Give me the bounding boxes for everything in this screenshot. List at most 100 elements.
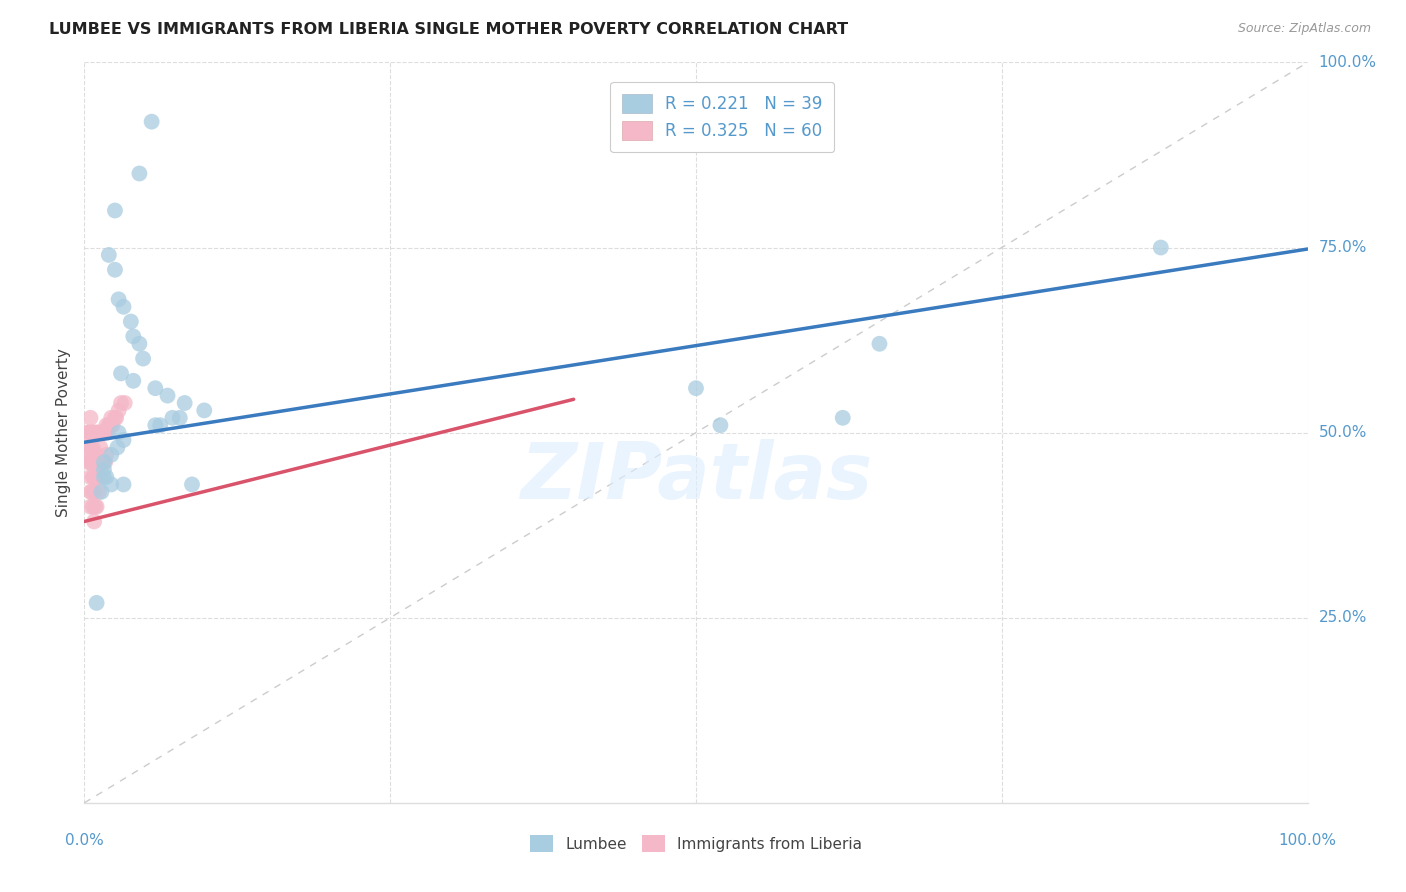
Text: 100.0%: 100.0% xyxy=(1278,833,1337,848)
Point xyxy=(100,410,122,425)
Point xyxy=(89,425,111,440)
Point xyxy=(86,425,108,440)
Point xyxy=(105,410,128,425)
Point xyxy=(104,410,127,425)
Text: ZIPatlas: ZIPatlas xyxy=(520,439,872,515)
Point xyxy=(1150,240,1173,255)
Point xyxy=(114,396,136,410)
Point xyxy=(83,448,105,462)
Point xyxy=(77,448,100,462)
Point xyxy=(79,500,101,514)
Legend: Lumbee, Immigrants from Liberia: Lumbee, Immigrants from Liberia xyxy=(524,830,868,858)
Point xyxy=(169,410,191,425)
Point xyxy=(93,455,115,469)
Point xyxy=(79,470,101,484)
Point xyxy=(100,448,122,462)
Point xyxy=(79,410,101,425)
Point xyxy=(128,166,150,180)
Point xyxy=(79,441,101,455)
Point xyxy=(97,418,120,433)
Point xyxy=(82,425,104,440)
Point xyxy=(90,484,112,499)
Point xyxy=(156,388,179,402)
Point xyxy=(181,477,204,491)
Point xyxy=(193,403,215,417)
Point xyxy=(83,484,105,499)
Point xyxy=(90,455,112,469)
Text: 75.0%: 75.0% xyxy=(1319,240,1367,255)
Point xyxy=(84,470,107,484)
Point xyxy=(709,418,731,433)
Point xyxy=(86,470,108,484)
Text: 25.0%: 25.0% xyxy=(1319,610,1367,625)
Point xyxy=(93,470,115,484)
Point xyxy=(76,425,98,440)
Point xyxy=(94,425,117,440)
Point xyxy=(162,410,184,425)
Point xyxy=(93,455,115,469)
Y-axis label: Single Mother Poverty: Single Mother Poverty xyxy=(56,348,72,517)
Text: Source: ZipAtlas.com: Source: ZipAtlas.com xyxy=(1237,22,1371,36)
Point xyxy=(80,455,103,469)
Point xyxy=(83,425,105,440)
Point xyxy=(132,351,155,366)
Point xyxy=(82,441,104,455)
Point xyxy=(110,396,132,410)
Point xyxy=(89,470,111,484)
Point xyxy=(87,425,110,440)
Point xyxy=(107,403,129,417)
Text: 100.0%: 100.0% xyxy=(1319,55,1376,70)
Text: LUMBEE VS IMMIGRANTS FROM LIBERIA SINGLE MOTHER POVERTY CORRELATION CHART: LUMBEE VS IMMIGRANTS FROM LIBERIA SINGLE… xyxy=(49,22,848,37)
Point xyxy=(128,336,150,351)
Point xyxy=(86,596,108,610)
Point xyxy=(87,484,110,499)
Point xyxy=(831,410,853,425)
Point xyxy=(141,114,163,128)
Point xyxy=(83,470,105,484)
Point xyxy=(79,455,101,469)
Point xyxy=(82,470,104,484)
Point xyxy=(79,484,101,499)
Point xyxy=(869,336,891,351)
Point xyxy=(96,448,118,462)
Point xyxy=(80,425,103,440)
Point xyxy=(86,448,108,462)
Point xyxy=(149,418,172,433)
Point xyxy=(87,455,110,469)
Point xyxy=(173,396,195,410)
Point xyxy=(685,381,707,395)
Point xyxy=(112,477,135,491)
Point xyxy=(107,425,129,440)
Point xyxy=(143,418,166,433)
Point xyxy=(91,455,114,469)
Point xyxy=(96,470,118,484)
Point xyxy=(122,329,145,343)
Point xyxy=(87,455,110,469)
Point xyxy=(86,500,108,514)
Point xyxy=(79,425,101,440)
Point xyxy=(105,441,128,455)
Point xyxy=(122,374,145,388)
Point xyxy=(77,425,100,440)
Point xyxy=(80,484,103,499)
Point xyxy=(94,455,117,469)
Point xyxy=(101,418,124,433)
Point xyxy=(91,425,114,440)
Point xyxy=(89,441,111,455)
Point xyxy=(104,203,127,218)
Point xyxy=(98,418,121,433)
Point xyxy=(84,455,107,469)
Point xyxy=(143,381,166,395)
Point xyxy=(104,262,127,277)
Point xyxy=(82,500,104,514)
Text: 0.0%: 0.0% xyxy=(65,833,104,848)
Point xyxy=(90,425,112,440)
Point xyxy=(93,462,115,476)
Point xyxy=(110,367,132,381)
Point xyxy=(112,433,135,447)
Point xyxy=(87,425,110,440)
Point xyxy=(77,441,100,455)
Point xyxy=(120,314,142,328)
Point xyxy=(107,293,129,307)
Point xyxy=(77,455,100,469)
